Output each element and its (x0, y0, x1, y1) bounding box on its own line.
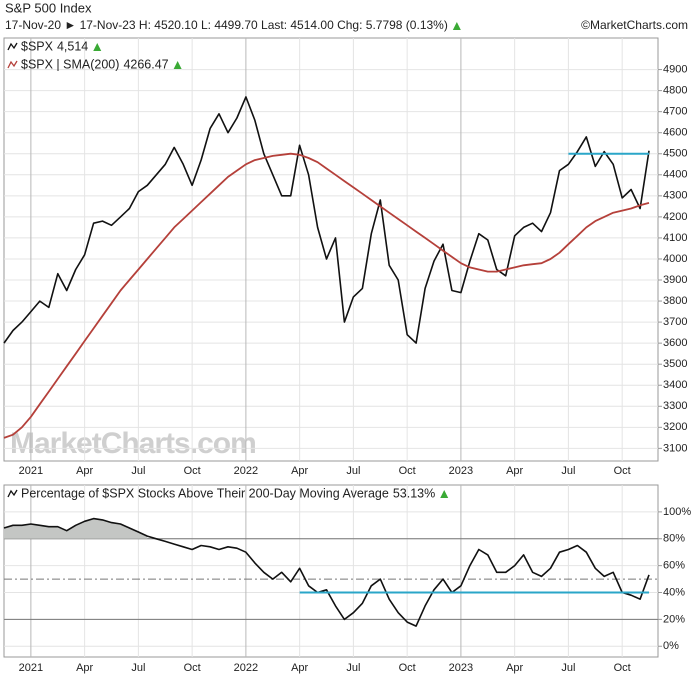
x-tick-label: Oct (184, 465, 201, 477)
y-tick-label: 3900 (663, 274, 687, 286)
legend-icon (7, 489, 18, 498)
x-tick-label: Jul (346, 662, 360, 674)
y-tick-label: 4800 (663, 85, 687, 97)
x-tick-label: 2023 (449, 662, 473, 674)
x-tick-label: 2021 (19, 465, 43, 477)
y-tick-label: 4000 (663, 253, 687, 265)
x-tick-label: Oct (399, 465, 416, 477)
x-tick-label: 2023 (449, 465, 473, 477)
y-tick-label: 4100 (663, 232, 687, 244)
legend-up-icon (440, 490, 449, 498)
x-tick-label: Apr (76, 662, 93, 674)
legend-name: $SPX | SMA(200) (21, 57, 119, 71)
x-tick-label: 2021 (19, 662, 43, 674)
x-tick-label: Jul (561, 465, 575, 477)
y-tick-label: 4900 (663, 63, 687, 75)
x-tick-label: Oct (399, 662, 416, 674)
y-tick-label: 3500 (663, 358, 687, 370)
x-tick-label: Apr (291, 662, 308, 674)
source: ©MarketCharts.com (581, 18, 688, 32)
series-line (3, 152, 650, 439)
x-tick-label: Jul (131, 662, 145, 674)
x-tick-label: Oct (184, 662, 201, 674)
legend-value: 53.13% (393, 486, 435, 500)
legend-name: Percentage of $SPX Stocks Above Their 20… (21, 486, 389, 500)
legend-icon (7, 60, 18, 69)
x-tick-label: Apr (291, 465, 308, 477)
y-tick-label: 4200 (663, 211, 687, 223)
y-tick-label: 4600 (663, 127, 687, 139)
y-tick-label: 60% (663, 560, 685, 572)
y-tick-label: 4300 (663, 190, 687, 202)
chart-title: S&P 500 Index (5, 0, 92, 15)
legend-up-icon (173, 61, 182, 69)
y-tick-label: 3200 (663, 421, 687, 433)
legend-icon (7, 42, 18, 51)
y-tick-label: 100% (663, 506, 691, 518)
header-info: 17-Nov-20 ► 17-Nov-23 H: 4520.10 L: 4499… (5, 18, 448, 32)
x-tick-label: 2022 (234, 465, 258, 477)
legend-up-icon (93, 43, 102, 51)
y-tick-label: 3700 (663, 316, 687, 328)
y-tick-label: 3400 (663, 379, 687, 391)
y-tick-label: 3800 (663, 295, 687, 307)
y-tick-label: 20% (663, 613, 685, 625)
x-tick-label: Jul (131, 465, 145, 477)
legend-value: 4266.47 (123, 57, 168, 71)
y-tick-label: 3600 (663, 337, 687, 349)
series-line (3, 96, 650, 344)
y-tick-label: 3300 (663, 400, 687, 412)
y-tick-label: 4400 (663, 169, 687, 181)
area-above-threshold (4, 518, 148, 539)
y-tick-label: 3100 (663, 442, 687, 454)
y-tick-label: 40% (663, 586, 685, 598)
legend-name: $SPX (21, 39, 54, 53)
x-tick-label: Apr (506, 662, 523, 674)
x-tick-label: 2022 (234, 662, 258, 674)
x-tick-label: Apr (76, 465, 93, 477)
watermark: MarketCharts.com (10, 427, 256, 460)
y-tick-label: 4500 (663, 148, 687, 160)
legend-value: 4,514 (57, 39, 88, 53)
x-tick-label: Oct (614, 662, 631, 674)
series-line (3, 517, 650, 627)
x-tick-label: Apr (506, 465, 523, 477)
x-tick-label: Oct (614, 465, 631, 477)
y-tick-label: 0% (663, 640, 679, 652)
y-tick-label: 4700 (663, 106, 687, 118)
x-tick-label: Jul (561, 662, 575, 674)
plot-area (3, 484, 659, 658)
x-tick-label: Jul (346, 465, 360, 477)
y-tick-label: 80% (663, 533, 685, 545)
change-up-icon (452, 22, 461, 30)
